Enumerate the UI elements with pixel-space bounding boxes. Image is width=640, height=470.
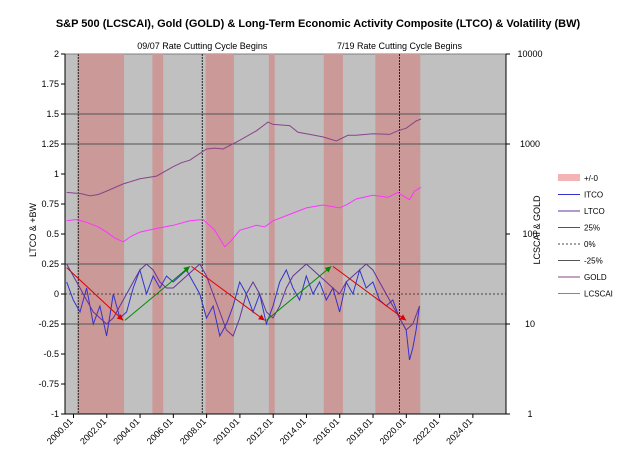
- legend: +/-0 ITCO LTCO 25% 0% -25% GOLD LCSCAI: [558, 174, 613, 299]
- x-tick-label-7: 2014.01: [278, 416, 308, 446]
- y-left-tick-label-1: 1.75: [41, 79, 59, 89]
- trend-arrow-head-4: [399, 314, 407, 321]
- x-tick-label-3: 2006.01: [145, 416, 175, 446]
- y-axis-right-title: LCSCAI & GOLD: [532, 195, 542, 265]
- legend-label-7: LCSCAI: [584, 290, 613, 299]
- marker-label-1: 09/07 Rate Cutting Cycle Begins: [137, 41, 268, 51]
- y-left-tick-label-3: 1.25: [41, 139, 59, 149]
- x-tick-label-11: 2022.01: [411, 416, 441, 446]
- y-left-tick-label-11: -0.75: [38, 379, 59, 389]
- trend-arrows: [66, 265, 407, 321]
- legend-label-5: -25%: [584, 257, 603, 266]
- y-left-tick-label-7: 0.25: [41, 259, 59, 269]
- x-tick-label-2: 2004.01: [111, 416, 141, 446]
- marker-label-2: 7/19 Rate Cutting Cycle Begins: [337, 41, 463, 51]
- recession-band-1: [152, 54, 164, 414]
- trend-arrow-3: [266, 266, 332, 321]
- recession-band-0: [77, 54, 125, 414]
- y-left-tick-label-4: 1: [54, 169, 59, 179]
- legend-label-2: LTCO: [584, 207, 605, 216]
- x-tick-label-5: 2010.01: [211, 416, 241, 446]
- x-tick-label-10: 2020.01: [378, 416, 408, 446]
- trend-arrow-head-1: [183, 266, 190, 273]
- x-tick-label-9: 2018.01: [344, 416, 374, 446]
- series-lines: [66, 118, 422, 361]
- y-left-tick-label-2: 1.5: [46, 109, 59, 119]
- series-line-itco: [66, 268, 420, 361]
- trend-arrow-1: [124, 266, 191, 321]
- series-line-gold: [66, 118, 422, 197]
- y-left-tick-label-9: -0.25: [38, 319, 59, 329]
- trend-arrow-0: [66, 267, 124, 321]
- legend-label-4: 0%: [584, 240, 596, 249]
- trend-arrow-head-2: [258, 314, 265, 321]
- legend-label-1: ITCO: [584, 191, 603, 200]
- y-right-tick-label-2: 100: [522, 229, 537, 239]
- y-left-tick-label-0: 2: [54, 49, 59, 59]
- plot-area: [64, 53, 507, 415]
- legend-label-6: GOLD: [584, 273, 607, 282]
- y-left-tick-label-10: -0.5: [43, 349, 59, 359]
- recession-band-2: [205, 54, 234, 414]
- y-left-tick-label-12: -1: [51, 409, 59, 419]
- x-tick-label-12: 2024.01: [444, 416, 474, 446]
- chart-title: S&P 500 (LCSCAI), Gold (GOLD) & Long-Ter…: [56, 18, 581, 30]
- y-right-tick-label-3: 10: [525, 319, 535, 329]
- recession-band-5: [375, 54, 421, 414]
- x-tick-label-1: 2002.01: [78, 416, 108, 446]
- reference-lines: [65, 113, 506, 325]
- x-tick-label-6: 2012.01: [245, 416, 275, 446]
- y-right-tick-label-0: 10000: [517, 49, 542, 59]
- recession-band-4: [323, 54, 343, 414]
- legend-label-0: +/-0: [584, 174, 599, 183]
- legend-label-3: 25%: [584, 224, 600, 233]
- x-tick-label-0: 2000.01: [45, 416, 75, 446]
- y-left-tick-label-6: 0.5: [46, 229, 59, 239]
- trend-arrow-4: [332, 265, 407, 321]
- x-tick-label-8: 2016.01: [311, 416, 341, 446]
- trend-arrow-head-0: [116, 314, 124, 321]
- plot-background: [64, 53, 507, 415]
- y-axis-left-title: LTCO & +BW: [28, 202, 38, 257]
- rate-cut-markers: 09/07 Rate Cutting Cycle Begins 7/19 Rate…: [77, 41, 463, 414]
- trend-arrow-2: [191, 265, 265, 321]
- y-left-tick-label-5: 0.75: [41, 199, 59, 209]
- x-tick-label-4: 2008.01: [178, 416, 208, 446]
- y-left-tick-label-8: 0: [54, 289, 59, 299]
- y-right-tick-label-4: 1: [527, 409, 532, 419]
- series-line-ltco: [66, 263, 420, 337]
- series-line-lcscai: [66, 186, 422, 248]
- y-right-tick-label-1: 1000: [520, 139, 540, 149]
- trend-arrow-head-3: [324, 266, 332, 273]
- legend-swatch-0: [558, 174, 580, 181]
- recession-band-3: [268, 54, 275, 414]
